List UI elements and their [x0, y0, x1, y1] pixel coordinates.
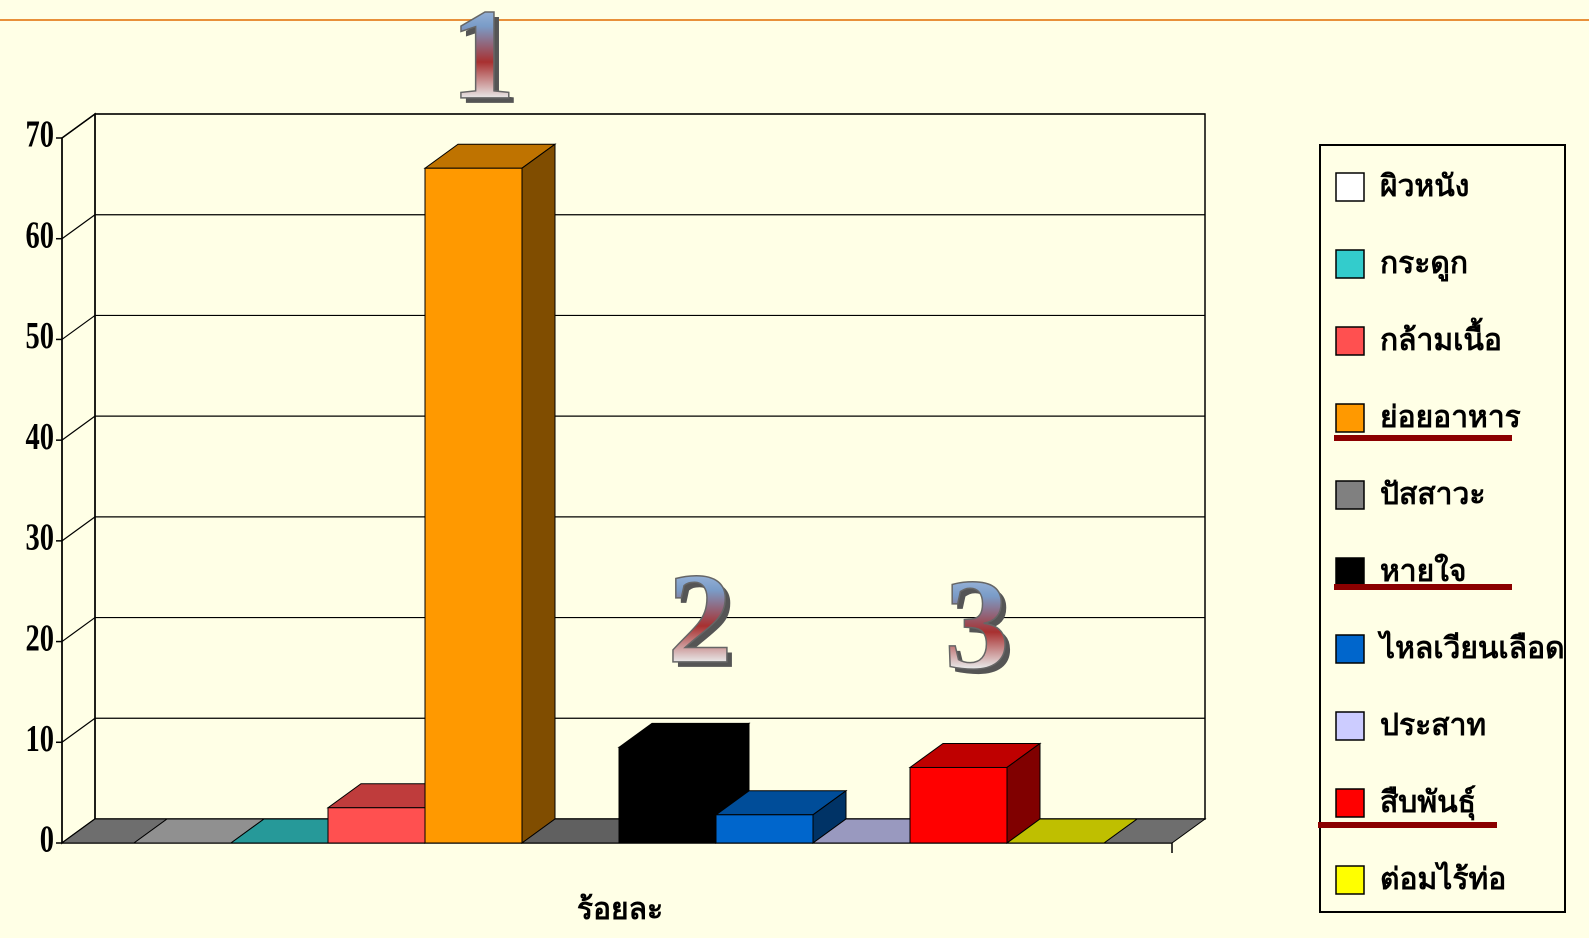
legend-swatch	[1335, 557, 1365, 587]
y-tick-label: 10	[26, 718, 54, 760]
bar-top	[1005, 818, 1139, 844]
legend-label: สืบพันธุ์	[1380, 785, 1476, 821]
legend-label: ต่อมไร้ท่อ	[1380, 861, 1506, 896]
bar	[424, 167, 523, 844]
y-tick-label: 20	[26, 617, 54, 659]
legend-label: ผิวหนัง	[1380, 170, 1470, 203]
bar	[909, 766, 1008, 844]
legend-swatch	[1335, 634, 1365, 664]
legend-label: ไหลเวียนเลือด	[1377, 630, 1565, 665]
rank-shadow: 2	[673, 552, 738, 696]
y-tick-label: 30	[26, 517, 54, 559]
legend-swatch	[1335, 172, 1365, 202]
grid-line	[61, 113, 1205, 139]
legend-label: กระดูก	[1380, 247, 1468, 282]
grid-line	[61, 214, 1205, 240]
legend-label: ประสาท	[1380, 709, 1486, 742]
legend-label: หายใจ	[1380, 553, 1466, 588]
y-tick-label: 50	[26, 315, 54, 357]
x-axis-label: ร้อยละ	[577, 893, 663, 926]
legend-swatch	[1335, 480, 1365, 510]
rank-label: 3	[945, 553, 1010, 697]
legend-swatch	[1335, 711, 1365, 741]
legend-swatch	[1335, 403, 1365, 433]
legend-swatch	[1335, 865, 1365, 895]
y-tick-label: 70	[26, 114, 54, 156]
y-tick-label: 60	[26, 215, 54, 257]
bar-side	[521, 143, 556, 844]
bar	[618, 746, 717, 844]
rank-label: 1	[451, 0, 516, 127]
bar	[715, 814, 814, 844]
legend-swatch	[1335, 788, 1365, 818]
y-tick-label: 40	[26, 416, 54, 458]
y-tick-label: 0	[40, 819, 54, 861]
grid-line	[61, 717, 1205, 743]
bar	[327, 807, 426, 844]
grid-line	[61, 516, 1205, 542]
plot: 0 10 20 30 40 50 60 70	[26, 112, 1207, 861]
legend-label: กล้ามเนื้อ	[1380, 317, 1502, 357]
rank-shadow: 3	[950, 558, 1015, 702]
grid-line	[61, 314, 1205, 340]
legend-label: ปัสสาวะ	[1380, 478, 1485, 511]
legend-swatch	[1335, 249, 1365, 279]
rank-shadow: 1	[456, 0, 521, 132]
grid-line	[61, 415, 1205, 441]
rank-label: 2	[668, 547, 733, 691]
legend-label: ย่อยอาหาร	[1380, 401, 1521, 434]
grid-line	[61, 616, 1205, 643]
legend-swatch	[1335, 326, 1365, 356]
